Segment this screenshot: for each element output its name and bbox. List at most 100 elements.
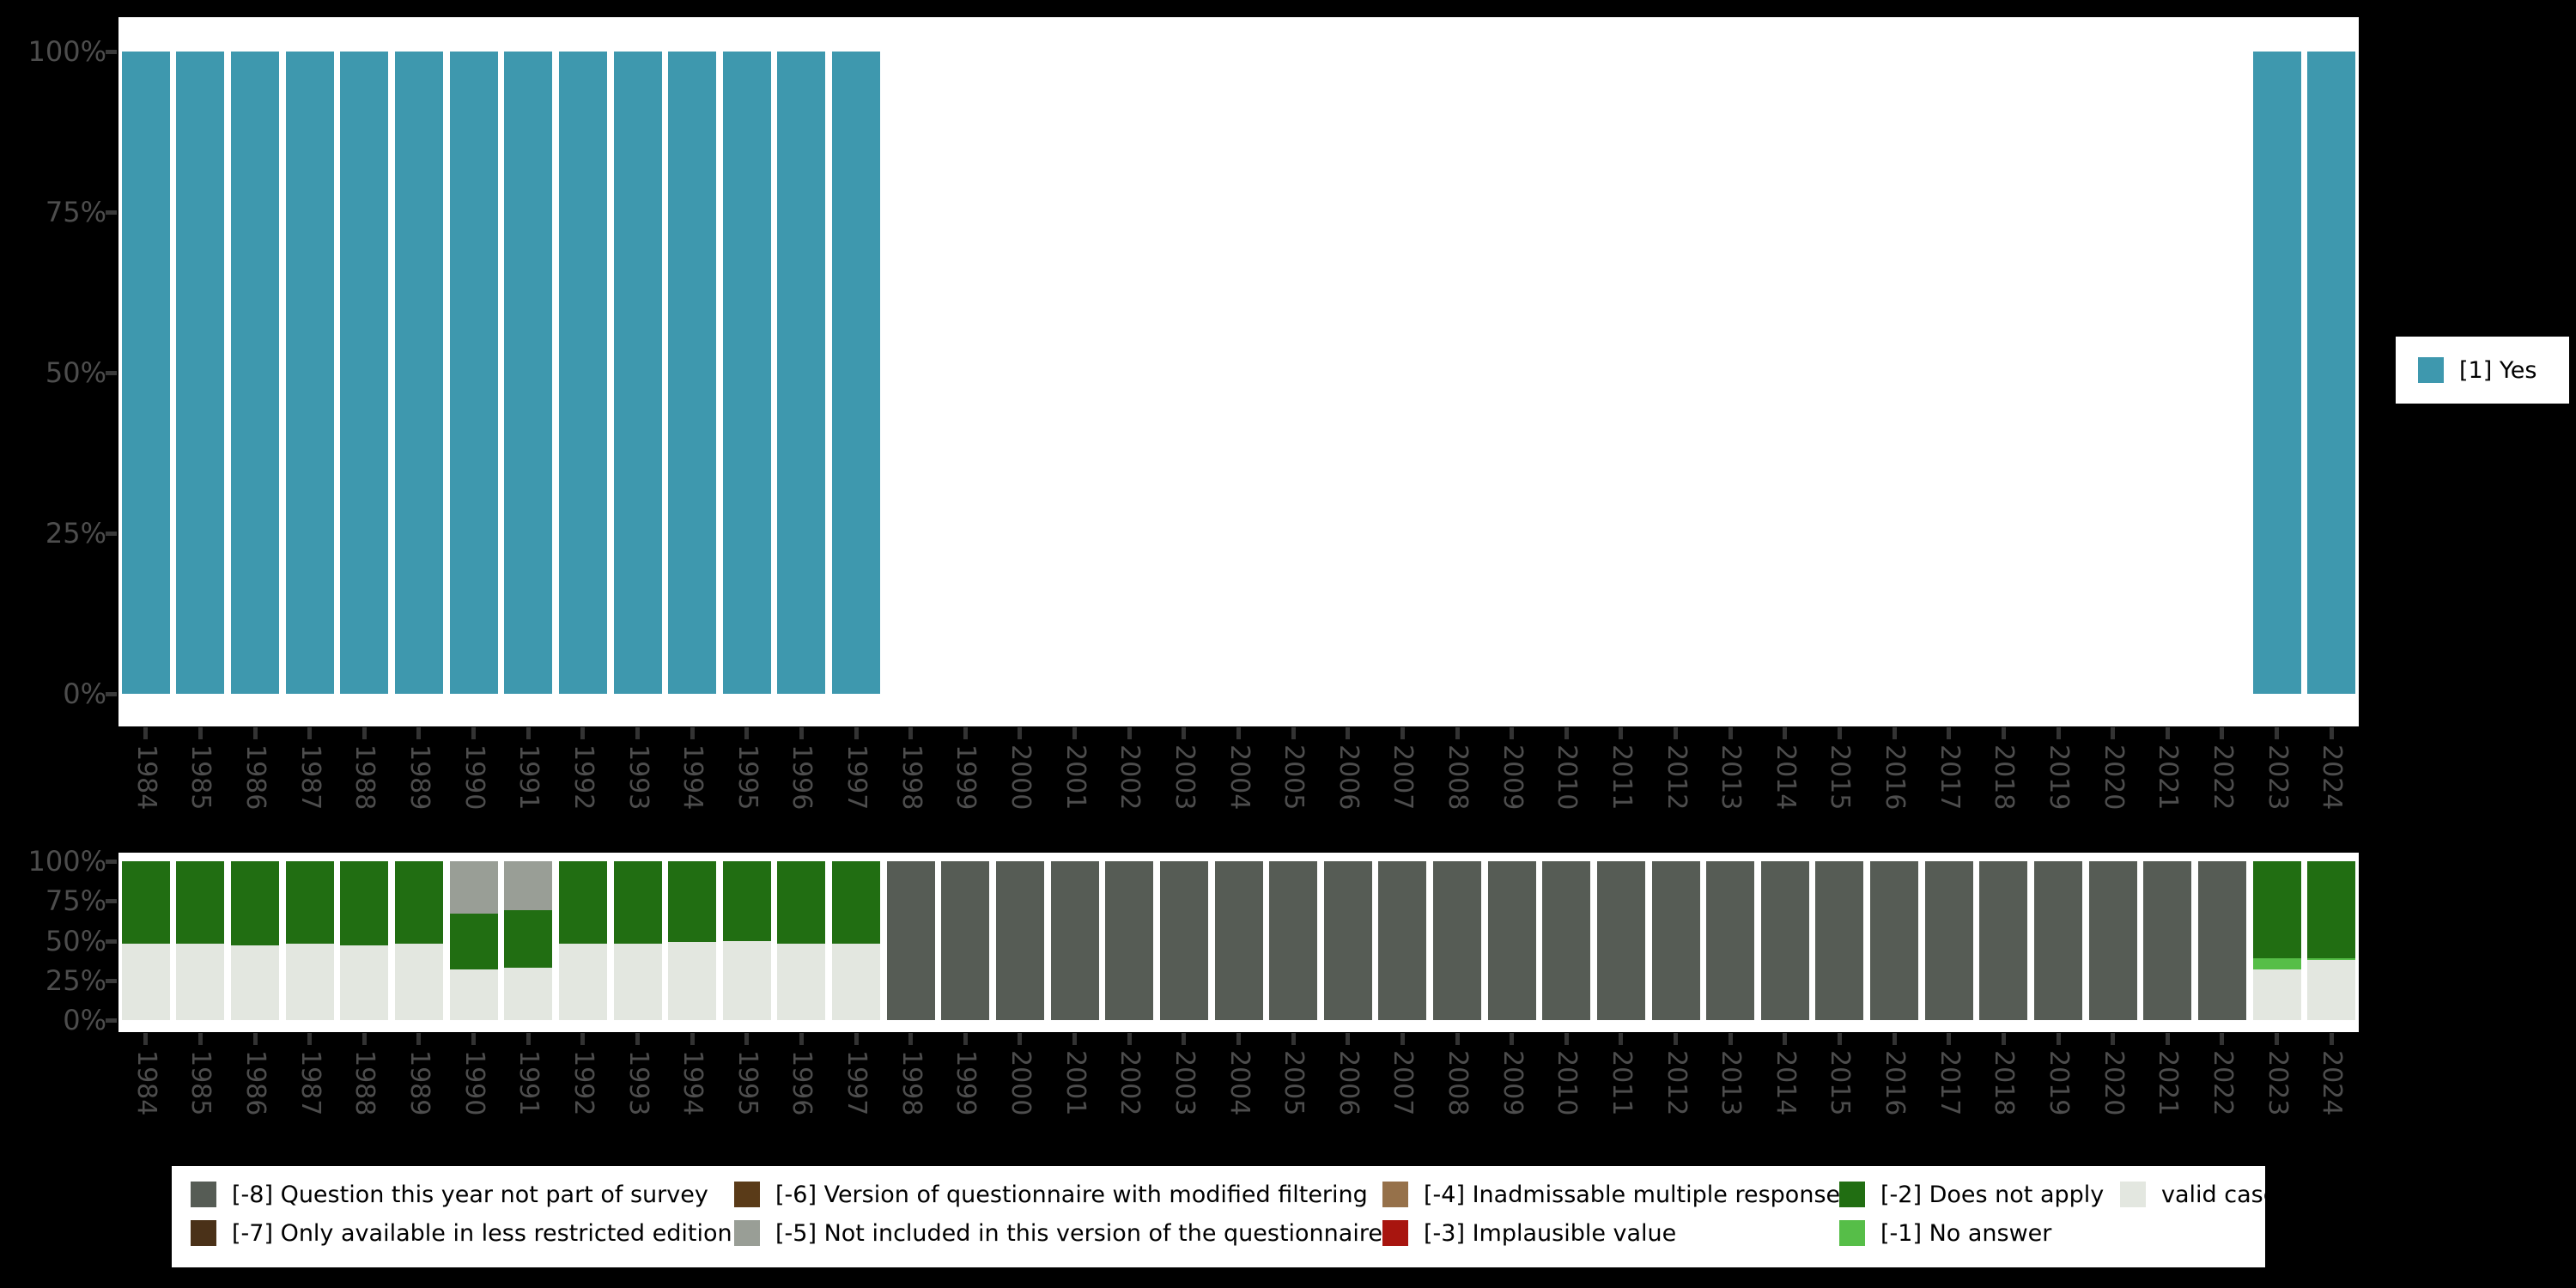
x-tick-label: 1999 [951, 1050, 981, 1116]
bar-1989 [394, 861, 443, 1020]
x-tick [252, 1033, 258, 1045]
x-tick-label: 2013 [1716, 1050, 1747, 1116]
x-tick [854, 1033, 859, 1045]
bar-segment [1050, 861, 1099, 1020]
x-tick [2111, 727, 2116, 739]
x-tick [252, 727, 258, 739]
x-tick-label: 2006 [1333, 1050, 1364, 1116]
x-tick [1346, 727, 1351, 739]
bar-segment [2252, 861, 2301, 958]
bar-segment [1378, 861, 1427, 1020]
legend-item: [-8] Question this year not part of surv… [191, 1180, 734, 1209]
legend-color-swatch [191, 1220, 216, 1246]
bar-1999 [941, 861, 990, 1020]
bar-segment [2143, 861, 2192, 1020]
bar-1996 [777, 861, 826, 1020]
bar-segment [449, 861, 498, 914]
legend-column: [-4] Inadmissable multiple response [-3] … [1382, 1180, 1840, 1257]
bar-2005 [1269, 52, 1317, 694]
y-tick-mark [106, 860, 117, 864]
x-tick-label: 2021 [2153, 1050, 2184, 1116]
x-tick-label: 2007 [1388, 1050, 1419, 1116]
x-tick [1400, 1033, 1405, 1045]
bar-1993 [613, 52, 662, 694]
bar-segment [613, 52, 662, 694]
bar-segment [1105, 861, 1154, 1020]
bar-2003 [1159, 861, 1208, 1020]
x-tick [1236, 1033, 1241, 1045]
x-tick-label: 1999 [951, 744, 981, 811]
x-tick-label: 2016 [1880, 744, 1911, 811]
x-tick-label: 1991 [513, 1050, 544, 1116]
bar-2023 [2252, 861, 2301, 1020]
bar-segment [340, 52, 389, 694]
legend-item: [-2] Does not apply [1839, 1180, 2120, 1209]
bar-2018 [1979, 52, 2027, 694]
bar-segment [995, 861, 1044, 1020]
bar-2022 [2197, 861, 2246, 1020]
x-tick-label: 2004 [1224, 744, 1255, 811]
x-tick-label: 2014 [1770, 1050, 1801, 1116]
x-tick [197, 727, 203, 739]
bar-segment [668, 52, 717, 694]
bar-segment [832, 861, 881, 945]
bar-segment [777, 861, 826, 945]
x-tick [854, 727, 859, 739]
bar-1995 [722, 861, 771, 1020]
x-tick [1455, 1033, 1460, 1045]
bar-segment [613, 861, 662, 945]
legend-item-label: [-5] Not included in this version of the… [775, 1219, 1382, 1247]
bar-2009 [1488, 52, 1536, 694]
x-tick-label: 1986 [240, 744, 271, 811]
x-tick-label: 2001 [1060, 1050, 1091, 1116]
bar-2004 [1214, 861, 1263, 1020]
bar-segment [1542, 861, 1591, 1020]
y-tick-label: 50% [45, 924, 106, 957]
legend-column: [-8] Question this year not part of surv… [191, 1180, 734, 1257]
x-tick [1291, 1033, 1296, 1045]
bar-segment [1815, 861, 1864, 1020]
bar-2007 [1378, 861, 1427, 1020]
bar-1985 [176, 52, 225, 694]
x-tick [2165, 727, 2170, 739]
legend-color-swatch [1382, 1182, 1408, 1207]
x-tick [526, 727, 531, 739]
legend-item: [-1] No answer [1839, 1218, 2120, 1248]
x-tick [963, 1033, 968, 1045]
x-tick-label: 2012 [1661, 744, 1692, 811]
y-tick-mark [106, 899, 117, 904]
bar-2014 [1761, 52, 1809, 694]
x-tick-label: 2008 [1443, 744, 1473, 811]
bar-1986 [231, 861, 280, 1020]
bar-2010 [1542, 861, 1591, 1020]
x-tick [2056, 1033, 2061, 1045]
x-tick [1018, 727, 1023, 739]
x-tick-label: 2017 [1934, 1050, 1965, 1116]
bar-segment [1651, 861, 1700, 1020]
bar-1986 [231, 52, 280, 694]
x-tick-label: 1987 [295, 1050, 325, 1116]
y-tick-mark [106, 1018, 117, 1023]
bar-2009 [1487, 861, 1536, 1020]
bar-2020 [2089, 52, 2137, 694]
bar-2011 [1597, 52, 1645, 694]
x-tick-label: 1984 [131, 1050, 161, 1116]
bar-1997 [832, 861, 881, 1020]
x-tick [1072, 727, 1078, 739]
x-tick-label: 1992 [568, 1050, 598, 1116]
bar-segment [2088, 861, 2137, 1020]
bar-1993 [613, 861, 662, 1020]
bar-segment [1159, 861, 1208, 1020]
bar-2006 [1324, 52, 1372, 694]
x-tick [1728, 727, 1733, 739]
bar-segment [2307, 959, 2356, 1020]
x-tick-label: 2015 [1825, 744, 1856, 811]
bar-2012 [1651, 861, 1700, 1020]
bar-segment [1760, 861, 1809, 1020]
x-tick-label: 1993 [623, 744, 653, 811]
x-tick [1127, 727, 1132, 739]
legend-item: valid cases [2120, 1180, 2289, 1209]
x-tick-label: 1994 [677, 744, 708, 811]
bar-2015 [1815, 861, 1864, 1020]
bar-segment [2197, 861, 2246, 1020]
